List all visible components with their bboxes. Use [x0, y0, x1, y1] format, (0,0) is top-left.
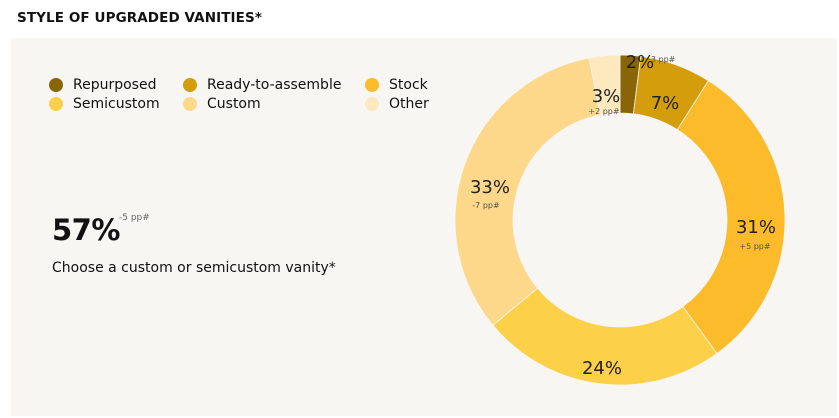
donut-labels: 2%-3 pp# 7% 31% +5 pp# 24% 33% -7 pp# 3%+2 pp#: [470, 52, 776, 379]
legend-swatch-repurposed: [49, 77, 63, 92]
legend-label-ready-to-assemble: Ready-to-assemble: [207, 76, 342, 93]
legend-label-other: Other: [389, 95, 429, 112]
stat-label: Choose a custom or semicustom vanity*: [52, 260, 336, 276]
slice-label-semicustom: 24%: [582, 358, 622, 379]
legend-swatch-semicustom: [49, 96, 63, 111]
legend-item-stock: Stock: [365, 75, 428, 94]
legend-label-custom: Custom: [207, 95, 261, 112]
legend-label-semicustom: Semicustom: [73, 95, 160, 112]
legend-label-repurposed: Repurposed: [73, 76, 157, 93]
legend-item-other: Other: [365, 94, 429, 113]
slice-label-other: 3%: [592, 86, 621, 107]
legend-swatch-ready-to-assemble: [183, 77, 197, 92]
legend-label-stock: Stock: [389, 76, 428, 93]
donut-slice-other: [588, 54, 621, 116]
chart-title: STYLE OF UPGRADED VANITIES*: [17, 10, 262, 26]
slice-label-ready-to-assemble: 7%: [651, 93, 680, 114]
legend-item-custom: Custom: [183, 94, 261, 113]
stat-change: -5 pp#: [119, 213, 150, 223]
slice-label-repurposed: 2%: [626, 52, 655, 73]
legend-item-repurposed: Repurposed: [49, 75, 156, 94]
legend-swatch-stock: [365, 77, 379, 92]
slice-change-stock: +5 pp#: [739, 242, 770, 251]
highlight-stat: 57% -5 pp#: [52, 213, 150, 247]
legend: Repurposed Ready-to-assemble Stock Semic…: [49, 75, 469, 119]
slice-label-custom: 33%: [470, 177, 510, 198]
legend-swatch-other: [365, 96, 379, 111]
legend-swatch-custom: [183, 96, 197, 111]
slice-change-other: +2 pp#: [588, 107, 619, 116]
legend-item-semicustom: Semicustom: [49, 94, 160, 113]
donut-slice-semicustom: [492, 287, 718, 386]
slice-label-stock: 31%: [736, 217, 776, 238]
donut-slice-stock: [676, 80, 786, 355]
donut-slices: [454, 54, 786, 386]
slice-change-repurposed: -3 pp#: [648, 55, 676, 64]
slice-change-custom: -7 pp#: [472, 201, 500, 210]
legend-item-ready-to-assemble: Ready-to-assemble: [183, 75, 341, 94]
donut-slice-custom: [454, 57, 601, 326]
stat-value: 57%: [52, 213, 120, 247]
